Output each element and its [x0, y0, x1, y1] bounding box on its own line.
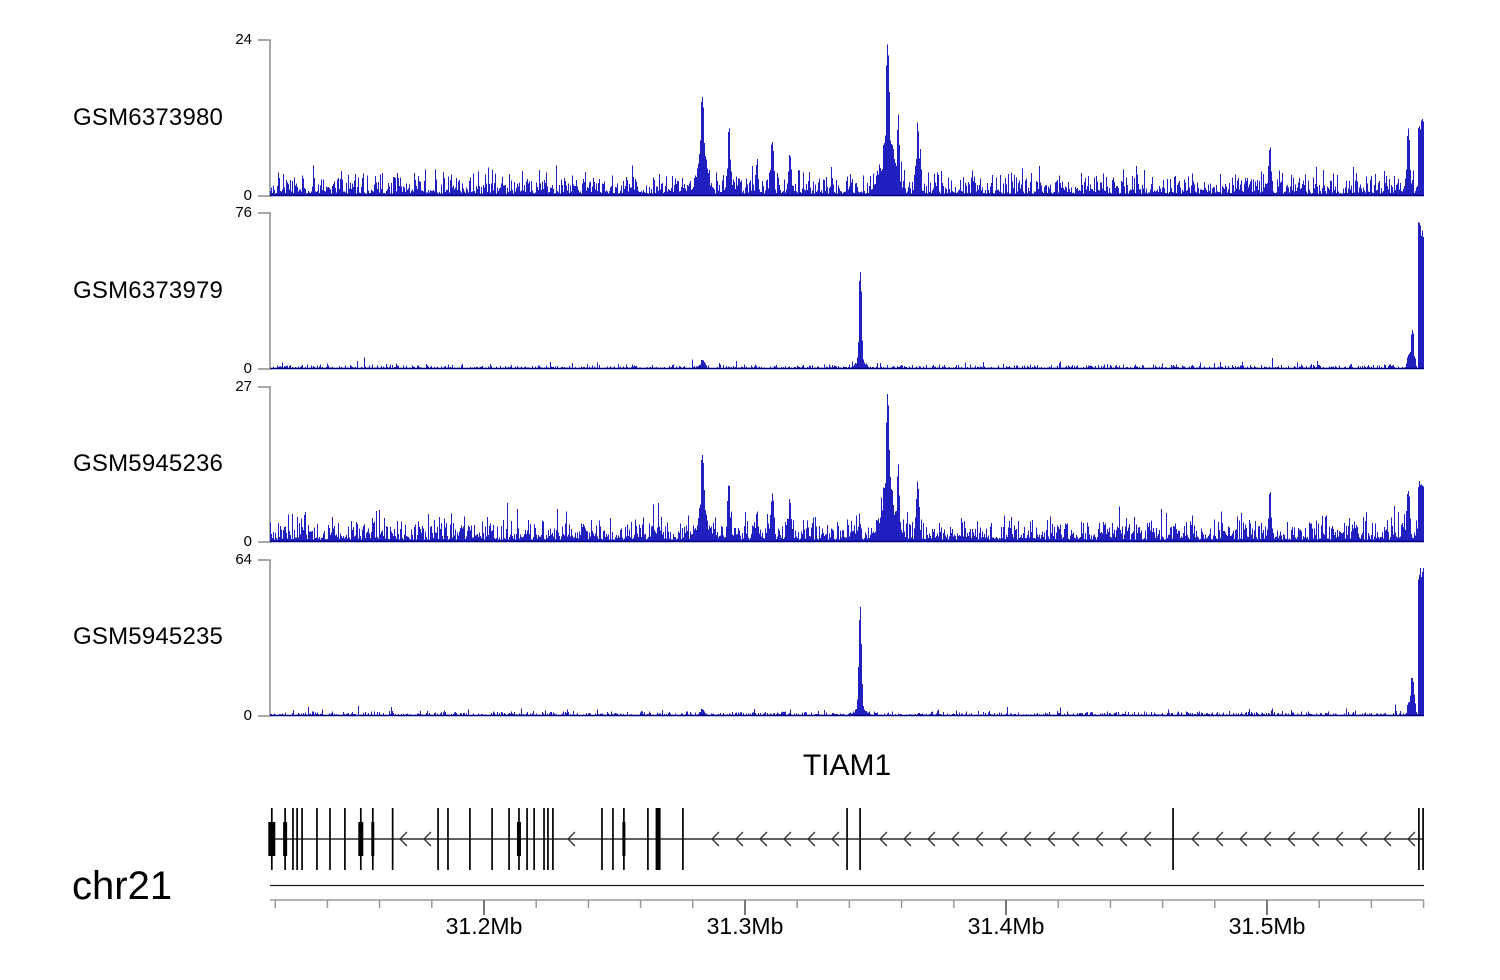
track-label: GSM5945236 — [73, 450, 224, 477]
gene-name-title: TIAM1 — [802, 749, 892, 782]
strand-arrow-left — [927, 831, 936, 847]
strand-arrow-left — [975, 831, 984, 847]
strand-arrow-left — [1407, 831, 1416, 847]
coverage-signal — [270, 44, 1424, 196]
y-max-label: 24 — [235, 31, 252, 48]
strand-arrow-left — [1359, 831, 1368, 847]
x-tick-label: 31.3Mb — [706, 913, 784, 939]
y-zero-label: 0 — [243, 533, 252, 550]
gene-cds-box — [358, 822, 364, 856]
coordinate-ruler — [270, 884, 1425, 915]
track-label: GSM5945235 — [73, 623, 224, 650]
y-max-label: 76 — [235, 204, 252, 221]
strand-arrow-left — [423, 831, 432, 847]
coverage-signal — [270, 222, 1424, 369]
track-y-axis — [258, 386, 271, 543]
gene-model — [268, 808, 1424, 870]
strand-arrow-left — [1071, 831, 1080, 847]
strand-arrow-left — [1143, 831, 1152, 847]
strand-arrow-left — [735, 831, 744, 847]
strand-arrow-left — [711, 831, 720, 847]
gene-exon — [655, 808, 661, 870]
coverage-track-GSM5945235 — [258, 559, 1424, 717]
strand-arrow-left — [879, 831, 888, 847]
coverage-track-GSM6373980 — [258, 39, 1424, 197]
strand-arrow-left — [951, 831, 960, 847]
y-zero-label: 0 — [243, 707, 252, 724]
strand-arrow-left — [1311, 831, 1320, 847]
x-tick-label: 31.4Mb — [967, 913, 1045, 939]
strand-arrow-left — [1119, 831, 1128, 847]
strand-arrow-left — [567, 831, 576, 847]
strand-arrow-left — [1335, 831, 1344, 847]
strand-arrow-left — [1215, 831, 1224, 847]
strand-arrow-left — [807, 831, 816, 847]
strand-arrow-left — [1263, 831, 1272, 847]
coverage-track-GSM6373979 — [258, 212, 1424, 370]
y-zero-label: 0 — [243, 187, 252, 204]
gene-cds-box — [516, 822, 521, 856]
chromosome-label: chr21 — [72, 864, 173, 908]
strand-arrow-left — [399, 831, 408, 847]
coverage-track-GSM5945236 — [258, 386, 1424, 543]
strand-arrow-left — [999, 831, 1008, 847]
track-label: GSM6373979 — [73, 277, 224, 304]
y-max-label: 64 — [235, 551, 252, 568]
strand-arrow-left — [1047, 831, 1056, 847]
strand-arrow-left — [1023, 831, 1032, 847]
y-max-label: 27 — [235, 378, 252, 395]
track-y-axis — [258, 212, 271, 370]
gene-cds-box — [371, 822, 375, 856]
strand-arrow-left — [759, 831, 768, 847]
strand-arrow-left — [1095, 831, 1104, 847]
gene-cds-box — [268, 822, 276, 856]
track-y-axis — [258, 559, 271, 717]
coverage-signal — [270, 568, 1424, 716]
y-zero-label: 0 — [243, 360, 252, 377]
strand-arrow-left — [1383, 831, 1392, 847]
gene-cds-box — [622, 822, 626, 856]
strand-arrow-left — [1191, 831, 1200, 847]
x-tick-label: 31.2Mb — [445, 913, 523, 939]
strand-arrow-left — [831, 831, 840, 847]
strand-arrow-left — [903, 831, 912, 847]
track-label: GSM6373980 — [73, 104, 224, 131]
x-tick-label: 31.5Mb — [1228, 913, 1306, 939]
strand-arrow-left — [783, 831, 792, 847]
track-y-axis — [258, 39, 271, 197]
coverage-signal — [270, 394, 1424, 542]
strand-arrow-left — [1239, 831, 1248, 847]
strand-arrow-left — [1287, 831, 1296, 847]
gene-cds-box — [283, 822, 288, 856]
